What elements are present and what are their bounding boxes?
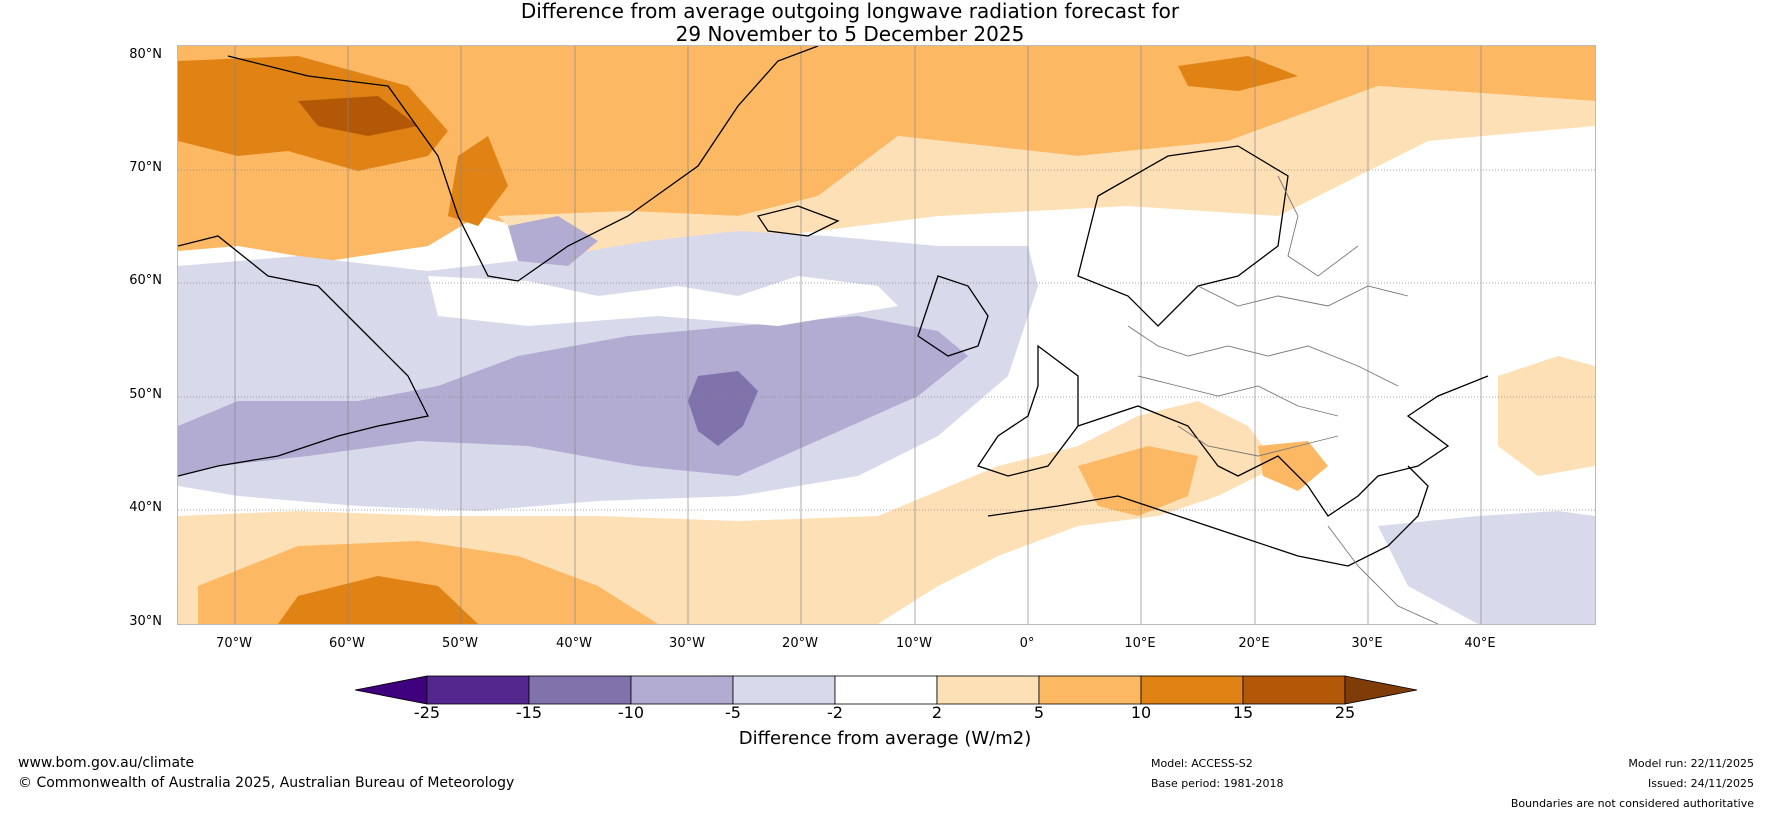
- anomaly-region-atlantic-dark-purple: [688, 371, 758, 446]
- footer-base-period: Base period: 1981-2018: [1151, 777, 1284, 790]
- colorbar-extend-low: [355, 675, 428, 705]
- colorbar-segment-2: [528, 675, 632, 705]
- anomaly-region-atlantic-mid-purple: [178, 316, 968, 476]
- anomaly-region-balkans-orange: [1258, 441, 1328, 491]
- anomaly-region-middle-east-purple: [1378, 511, 1595, 624]
- colorbar-tick-1: -15: [515, 703, 543, 722]
- map-title: Difference from average outgoing longwav…: [0, 0, 1400, 46]
- lon-label-50w: 50°W: [442, 636, 478, 651]
- footer-disclaimer: Boundaries are not considered authoritat…: [1510, 797, 1754, 810]
- colorbar-tick-4: -2: [827, 703, 843, 722]
- lat-label-70n: 70°N: [129, 160, 162, 175]
- colorbar-segment-4: [732, 675, 836, 705]
- coastline-canada: [178, 235, 429, 477]
- footer-website: www.bom.gov.au/climate: [18, 755, 195, 771]
- colorbar-tick-3: -5: [725, 703, 741, 722]
- coastline-greenland: [227, 46, 819, 282]
- colorbar-segments: [355, 675, 1418, 705]
- colorbar-ticks: -25 -15 -10 -5 -2 2 5 10 15 25: [0, 703, 1770, 723]
- anomaly-region-labrador-purple: [508, 216, 598, 266]
- colorbar-tick-6: 5: [1033, 703, 1045, 722]
- neutral-gap-1: [428, 276, 898, 326]
- colorbar-extend-high: [1344, 675, 1418, 705]
- lon-label-10w: 10°W: [896, 636, 932, 651]
- coastline-levant: [1387, 465, 1429, 547]
- colorbar-segment-1: [426, 675, 530, 705]
- colorbar-tick-2: -10: [617, 703, 645, 722]
- anomaly-region-norway-orange: [1178, 56, 1298, 91]
- anomaly-region-east-light: [1498, 356, 1595, 476]
- lat-label-30n: 30°N: [129, 614, 162, 629]
- colorbar-segment-8: [1140, 675, 1244, 705]
- colorbar-tick-7: 10: [1130, 703, 1152, 722]
- colorbar-segment-5: [834, 675, 938, 705]
- footer-model-run: Model run: 22/11/2025: [1628, 757, 1754, 770]
- footer-model: Model: ACCESS-S2: [1151, 757, 1253, 770]
- title-line-2: 29 November to 5 December 2025: [675, 22, 1025, 46]
- colorbar-tick-0: -25: [413, 703, 441, 722]
- anomaly-region-med-orange: [1078, 446, 1198, 516]
- lon-label-60w: 60°W: [329, 636, 365, 651]
- lat-label-60n: 60°N: [129, 273, 162, 288]
- colorbar-label: Difference from average (W/m2): [738, 728, 1032, 749]
- coastline-british-isles: [917, 275, 989, 357]
- footer-issued: Issued: 24/11/2025: [1647, 777, 1754, 790]
- graticule-meridians: [234, 46, 1482, 624]
- lon-label-30w: 30°W: [669, 636, 705, 651]
- title-line-1: Difference from average outgoing longwav…: [520, 0, 1180, 23]
- lon-label-10e: 10°E: [1124, 636, 1156, 651]
- coastline-north-africa: [987, 495, 1389, 567]
- coastline-iceland: [756, 205, 840, 237]
- anomaly-region-north-light: [498, 86, 1595, 256]
- coastline-scandinavia: [1077, 145, 1289, 327]
- colorbar-segment-3: [630, 675, 734, 705]
- anomaly-region-south-dark: [278, 576, 478, 624]
- colorbar-segment-7: [1038, 675, 1142, 705]
- lat-label-80n: 80°N: [129, 47, 162, 62]
- lon-label-70w: 70°W: [216, 636, 252, 651]
- lon-label-0: 0°: [1019, 636, 1035, 651]
- map-canvas: [178, 46, 1595, 624]
- anomaly-region-north-darkest: [298, 96, 418, 136]
- colorbar-tick-5: 2: [931, 703, 943, 722]
- anomaly-region-greenland-dark: [448, 136, 508, 226]
- anomaly-map: [177, 45, 1596, 625]
- colorbar-segment-6: [936, 675, 1040, 705]
- lon-label-30e: 30°E: [1351, 636, 1383, 651]
- colorbar: [355, 675, 1418, 705]
- colorbar-tick-8: 15: [1232, 703, 1254, 722]
- lon-label-20e: 20°E: [1238, 636, 1270, 651]
- anomaly-region-north-orange: [178, 46, 1595, 261]
- footer-copyright: © Commonwealth of Australia 2025, Austra…: [18, 775, 515, 791]
- graticule-parallels: [178, 169, 1595, 511]
- lon-label-20w: 20°W: [782, 636, 818, 651]
- colorbar-tick-9: 25: [1334, 703, 1356, 722]
- country-borders: [1127, 175, 1439, 624]
- lon-label-40e: 40°E: [1464, 636, 1496, 651]
- lon-label-40w: 40°W: [556, 636, 592, 651]
- colorbar-segment-9: [1242, 675, 1346, 705]
- lat-label-50n: 50°N: [129, 387, 162, 402]
- lat-label-40n: 40°N: [129, 500, 162, 515]
